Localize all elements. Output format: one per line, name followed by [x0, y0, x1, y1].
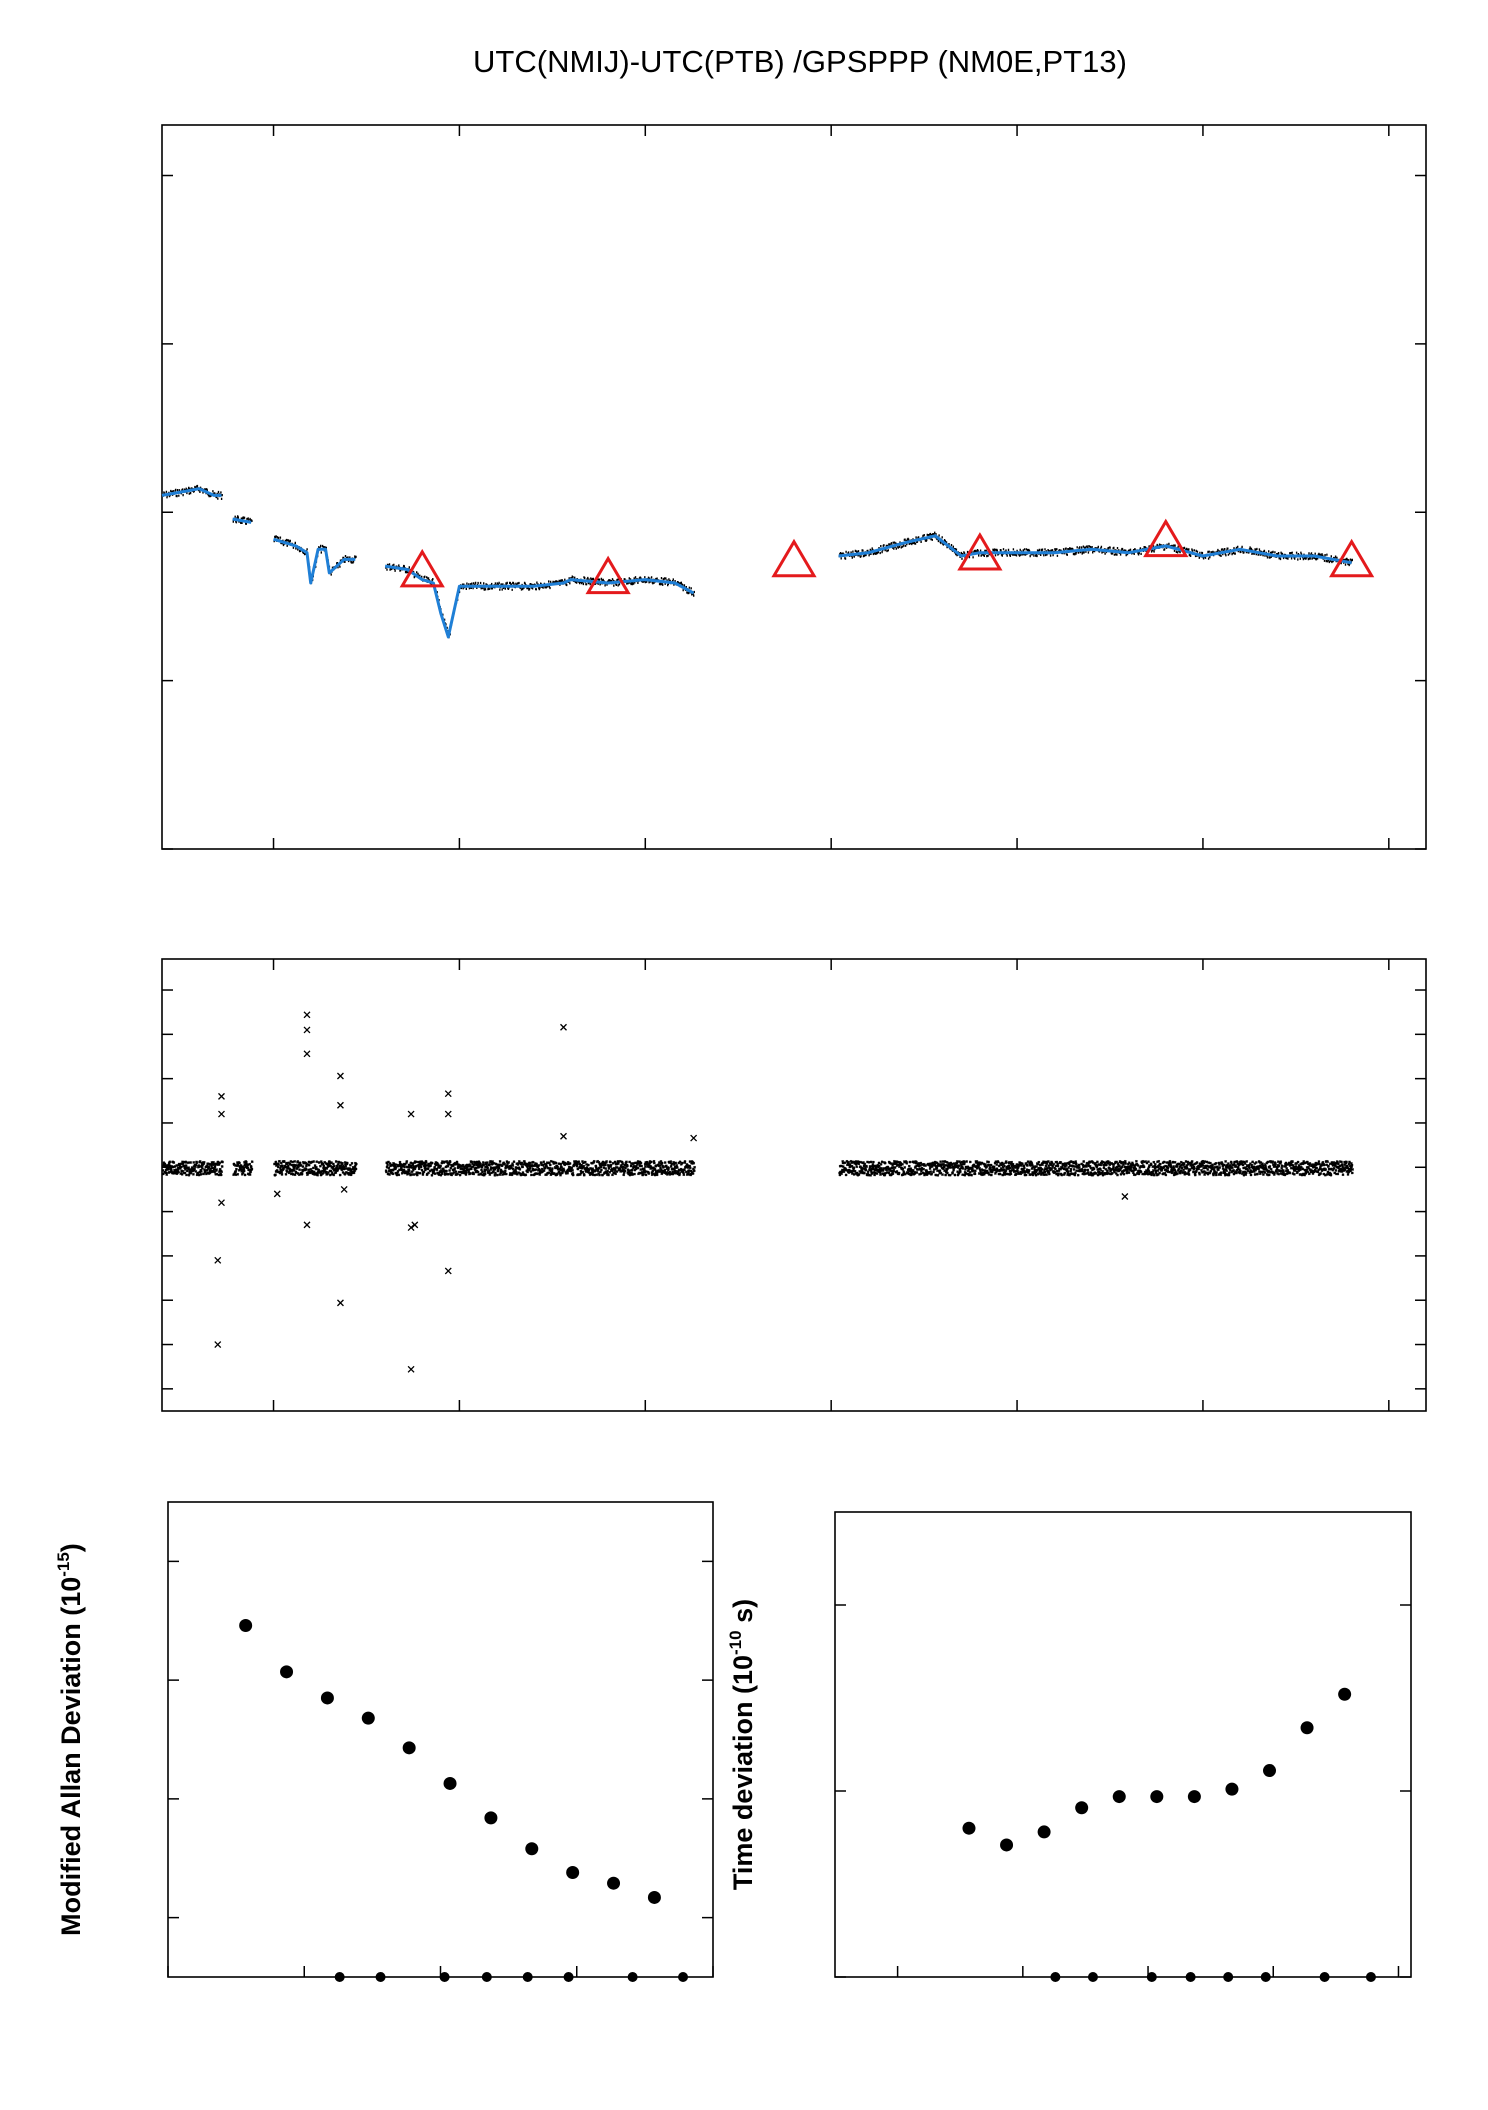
mdev-point — [647, 1890, 661, 1904]
tdev-period-dot — [1223, 1972, 1234, 1982]
mdev-point — [361, 1711, 375, 1725]
tdev-point — [1300, 1721, 1314, 1735]
mdev-period-dot — [439, 1972, 450, 1982]
mdev-period-dot — [334, 1972, 345, 1982]
residual-outlier — [407, 1224, 415, 1231]
tdev-y-axis-label-sup: -10 — [726, 1630, 745, 1655]
residual-outlier — [560, 1023, 567, 1031]
residual-outlier — [444, 1110, 452, 1118]
tdev-y-axis-label: Time deviation (10-10 s) — [726, 1599, 758, 1890]
residual-outlier — [303, 1050, 311, 1058]
residual-outlier — [218, 1110, 225, 1118]
top-smoothed-line — [232, 517, 252, 524]
residual-outlier — [560, 1132, 567, 1140]
top-plot-frame — [161, 124, 1427, 850]
top-marker-triangle — [1143, 518, 1189, 558]
tdev-period-dot — [1087, 1972, 1098, 1982]
tdev-period-dot — [1365, 1972, 1376, 1982]
tdev-period-dot — [1260, 1972, 1271, 1982]
tdev-period-dot — [1185, 1972, 1196, 1982]
tdev-point — [1075, 1801, 1089, 1815]
chart-title: UTC(NMIJ)-UTC(PTB) /GPSPPP (NM0E,PT13) — [473, 44, 1127, 79]
mdev-period-dot — [481, 1972, 492, 1982]
residual-points — [232, 1159, 254, 1177]
tdev-point — [1263, 1764, 1277, 1778]
residual-outlier — [690, 1134, 698, 1142]
top-data-points — [385, 563, 695, 639]
tdev-plot-frame — [834, 1511, 1412, 1978]
mdev-point — [320, 1691, 334, 1705]
mdev-period-dot — [522, 1972, 533, 1982]
residuals-plot-frame — [161, 958, 1427, 1412]
tdev-point — [1225, 1782, 1239, 1796]
tdev-period-dot — [1319, 1972, 1330, 1982]
residual-outlier — [444, 1267, 452, 1275]
residual-outlier — [218, 1199, 225, 1207]
mdev-period-dot — [375, 1972, 386, 1982]
mdev-point — [239, 1619, 253, 1632]
mdev-plot-frame — [167, 1501, 714, 1978]
tdev-point — [1037, 1825, 1051, 1839]
mdev-period-dot — [563, 1972, 574, 1982]
residual-outlier — [218, 1092, 225, 1100]
residual-points — [838, 1159, 1355, 1177]
tdev-point — [1150, 1790, 1164, 1804]
residual-outlier — [336, 1101, 344, 1109]
mdev-point — [607, 1876, 621, 1890]
residual-outlier — [444, 1090, 452, 1098]
top-marker-triangle — [585, 555, 631, 595]
tdev-y-axis-label-end: s) — [728, 1599, 758, 1631]
tdev-point — [1112, 1790, 1126, 1804]
tdev-point — [962, 1821, 976, 1835]
tdev-point — [1000, 1838, 1014, 1852]
residual-points — [273, 1159, 358, 1177]
top-smoothed-line — [273, 537, 356, 585]
mdev-y-axis-label-main: Modified Allan Deviation (10 — [56, 1577, 86, 1936]
top-smoothed-line — [838, 534, 1352, 565]
mdev-y-axis-label-end: ) — [56, 1543, 86, 1552]
residual-outlier — [214, 1256, 222, 1264]
residual-outlier — [407, 1365, 415, 1373]
top-marker-triangle — [771, 538, 817, 578]
top-marker-triangle — [1329, 538, 1375, 578]
mdev-point — [280, 1665, 294, 1679]
residual-outlier — [1121, 1193, 1129, 1200]
residual-outlier — [303, 1221, 311, 1229]
tdev-point — [1338, 1687, 1352, 1701]
residual-outlier — [407, 1110, 415, 1118]
top-smoothed-line — [384, 564, 695, 639]
tdev-period-dot — [1050, 1972, 1061, 1982]
residual-outlier — [214, 1341, 222, 1348]
residual-outlier — [273, 1190, 281, 1198]
mdev-point — [443, 1776, 457, 1790]
residuals-panel — [161, 958, 1427, 1412]
residual-outlier — [303, 1026, 311, 1034]
mdev-period-dot — [627, 1972, 638, 1982]
residual-outlier — [411, 1221, 419, 1229]
residual-points — [161, 1159, 224, 1177]
tdev-point — [1187, 1790, 1201, 1804]
modified-allan-deviation-panel: Modified Allan Deviation (10-15) — [54, 1501, 714, 1982]
tdev-period-dot — [1146, 1972, 1157, 1982]
residual-outlier — [340, 1185, 348, 1193]
top-marker-triangle — [399, 548, 445, 588]
top-marker-triangle — [957, 532, 1003, 571]
mdev-y-axis-label: Modified Allan Deviation (10-15) — [54, 1543, 86, 1936]
tdev-y-axis-label-main: Time deviation (10 — [728, 1655, 758, 1890]
top-panel — [161, 124, 1427, 850]
time-deviation-panel: Time deviation (10-10 s) — [726, 1511, 1412, 1982]
residual-outlier — [336, 1072, 344, 1080]
residual-outlier — [336, 1299, 344, 1307]
top-smoothed-line — [161, 487, 222, 497]
mdev-point — [525, 1842, 539, 1856]
mdev-y-axis-label-sup: -15 — [54, 1552, 73, 1577]
mdev-point — [566, 1866, 580, 1879]
mdev-point — [484, 1811, 498, 1825]
residual-points — [384, 1159, 697, 1177]
mdev-point — [402, 1741, 416, 1755]
residual-outlier — [303, 1011, 311, 1019]
mdev-period-dot — [678, 1972, 689, 1982]
